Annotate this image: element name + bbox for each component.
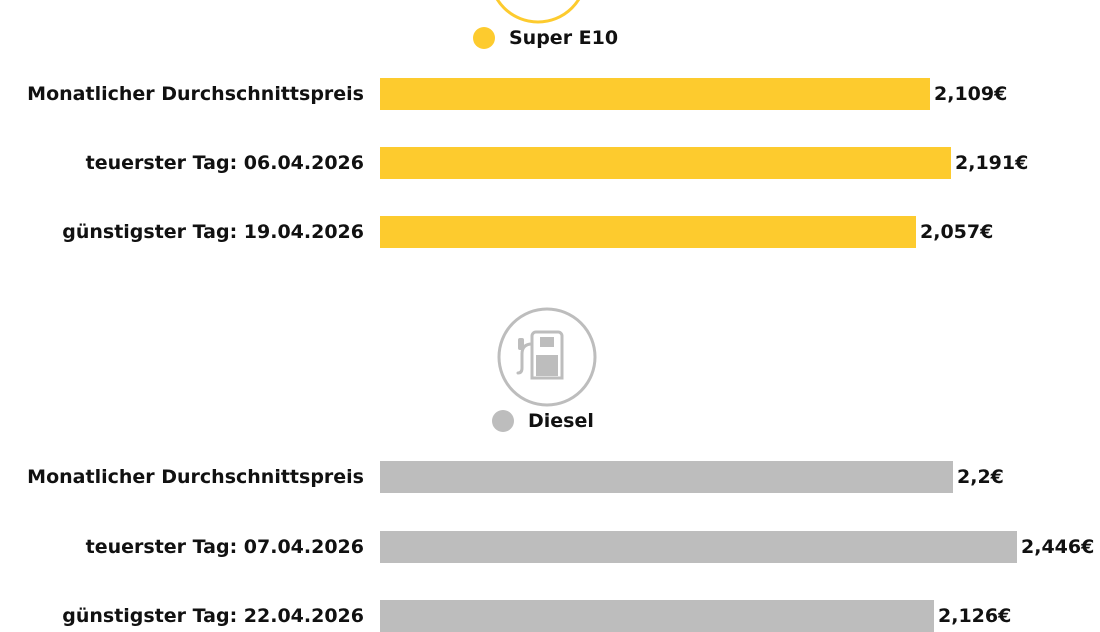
value-label: 2,109€ bbox=[934, 83, 1008, 105]
bar bbox=[380, 600, 934, 632]
category-label: Monatlicher Durchschnittspreis bbox=[27, 466, 364, 488]
legend-label: Diesel bbox=[528, 410, 594, 432]
bar bbox=[380, 147, 951, 179]
legend-label: Super E10 bbox=[509, 27, 619, 49]
value-label: 2,057€ bbox=[920, 221, 994, 243]
category-label: günstigster Tag: 19.04.2026 bbox=[62, 221, 364, 243]
fuel-pump-icon bbox=[495, 0, 581, 24]
chart-section-super-e10: Super E10 Monatlicher Durchschnittspreis 2… bbox=[0, 0, 1100, 310]
category-label: teuerster Tag: 07.04.2026 bbox=[85, 536, 364, 558]
bar-row: teuerster Tag: 06.04.2026 2,191€ bbox=[0, 147, 1100, 179]
bar bbox=[380, 461, 953, 493]
bar-row: günstigster Tag: 22.04.2026 2,126€ bbox=[0, 600, 1100, 632]
value-label: 2,446€ bbox=[1021, 536, 1095, 558]
bar-row: günstigster Tag: 19.04.2026 2,057€ bbox=[0, 216, 1100, 248]
legend: Diesel bbox=[492, 407, 594, 435]
legend-dot bbox=[473, 27, 495, 49]
bar-row: Monatlicher Durchschnittspreis 2,109€ bbox=[0, 78, 1100, 110]
legend-dot bbox=[492, 410, 514, 432]
legend: Super E10 bbox=[473, 24, 618, 52]
bar bbox=[380, 78, 930, 110]
bar bbox=[380, 531, 1017, 563]
bar bbox=[380, 216, 916, 248]
bar-row: teuerster Tag: 07.04.2026 2,446€ bbox=[0, 531, 1100, 563]
category-label: teuerster Tag: 06.04.2026 bbox=[85, 152, 364, 174]
value-label: 2,191€ bbox=[955, 152, 1029, 174]
category-label: Monatlicher Durchschnittspreis bbox=[27, 83, 364, 105]
bar-row: Monatlicher Durchschnittspreis 2,2€ bbox=[0, 461, 1100, 493]
value-label: 2,126€ bbox=[938, 605, 1012, 627]
value-label: 2,2€ bbox=[957, 466, 1004, 488]
fuel-pump-icon bbox=[497, 307, 597, 407]
category-label: günstigster Tag: 22.04.2026 bbox=[62, 605, 364, 627]
